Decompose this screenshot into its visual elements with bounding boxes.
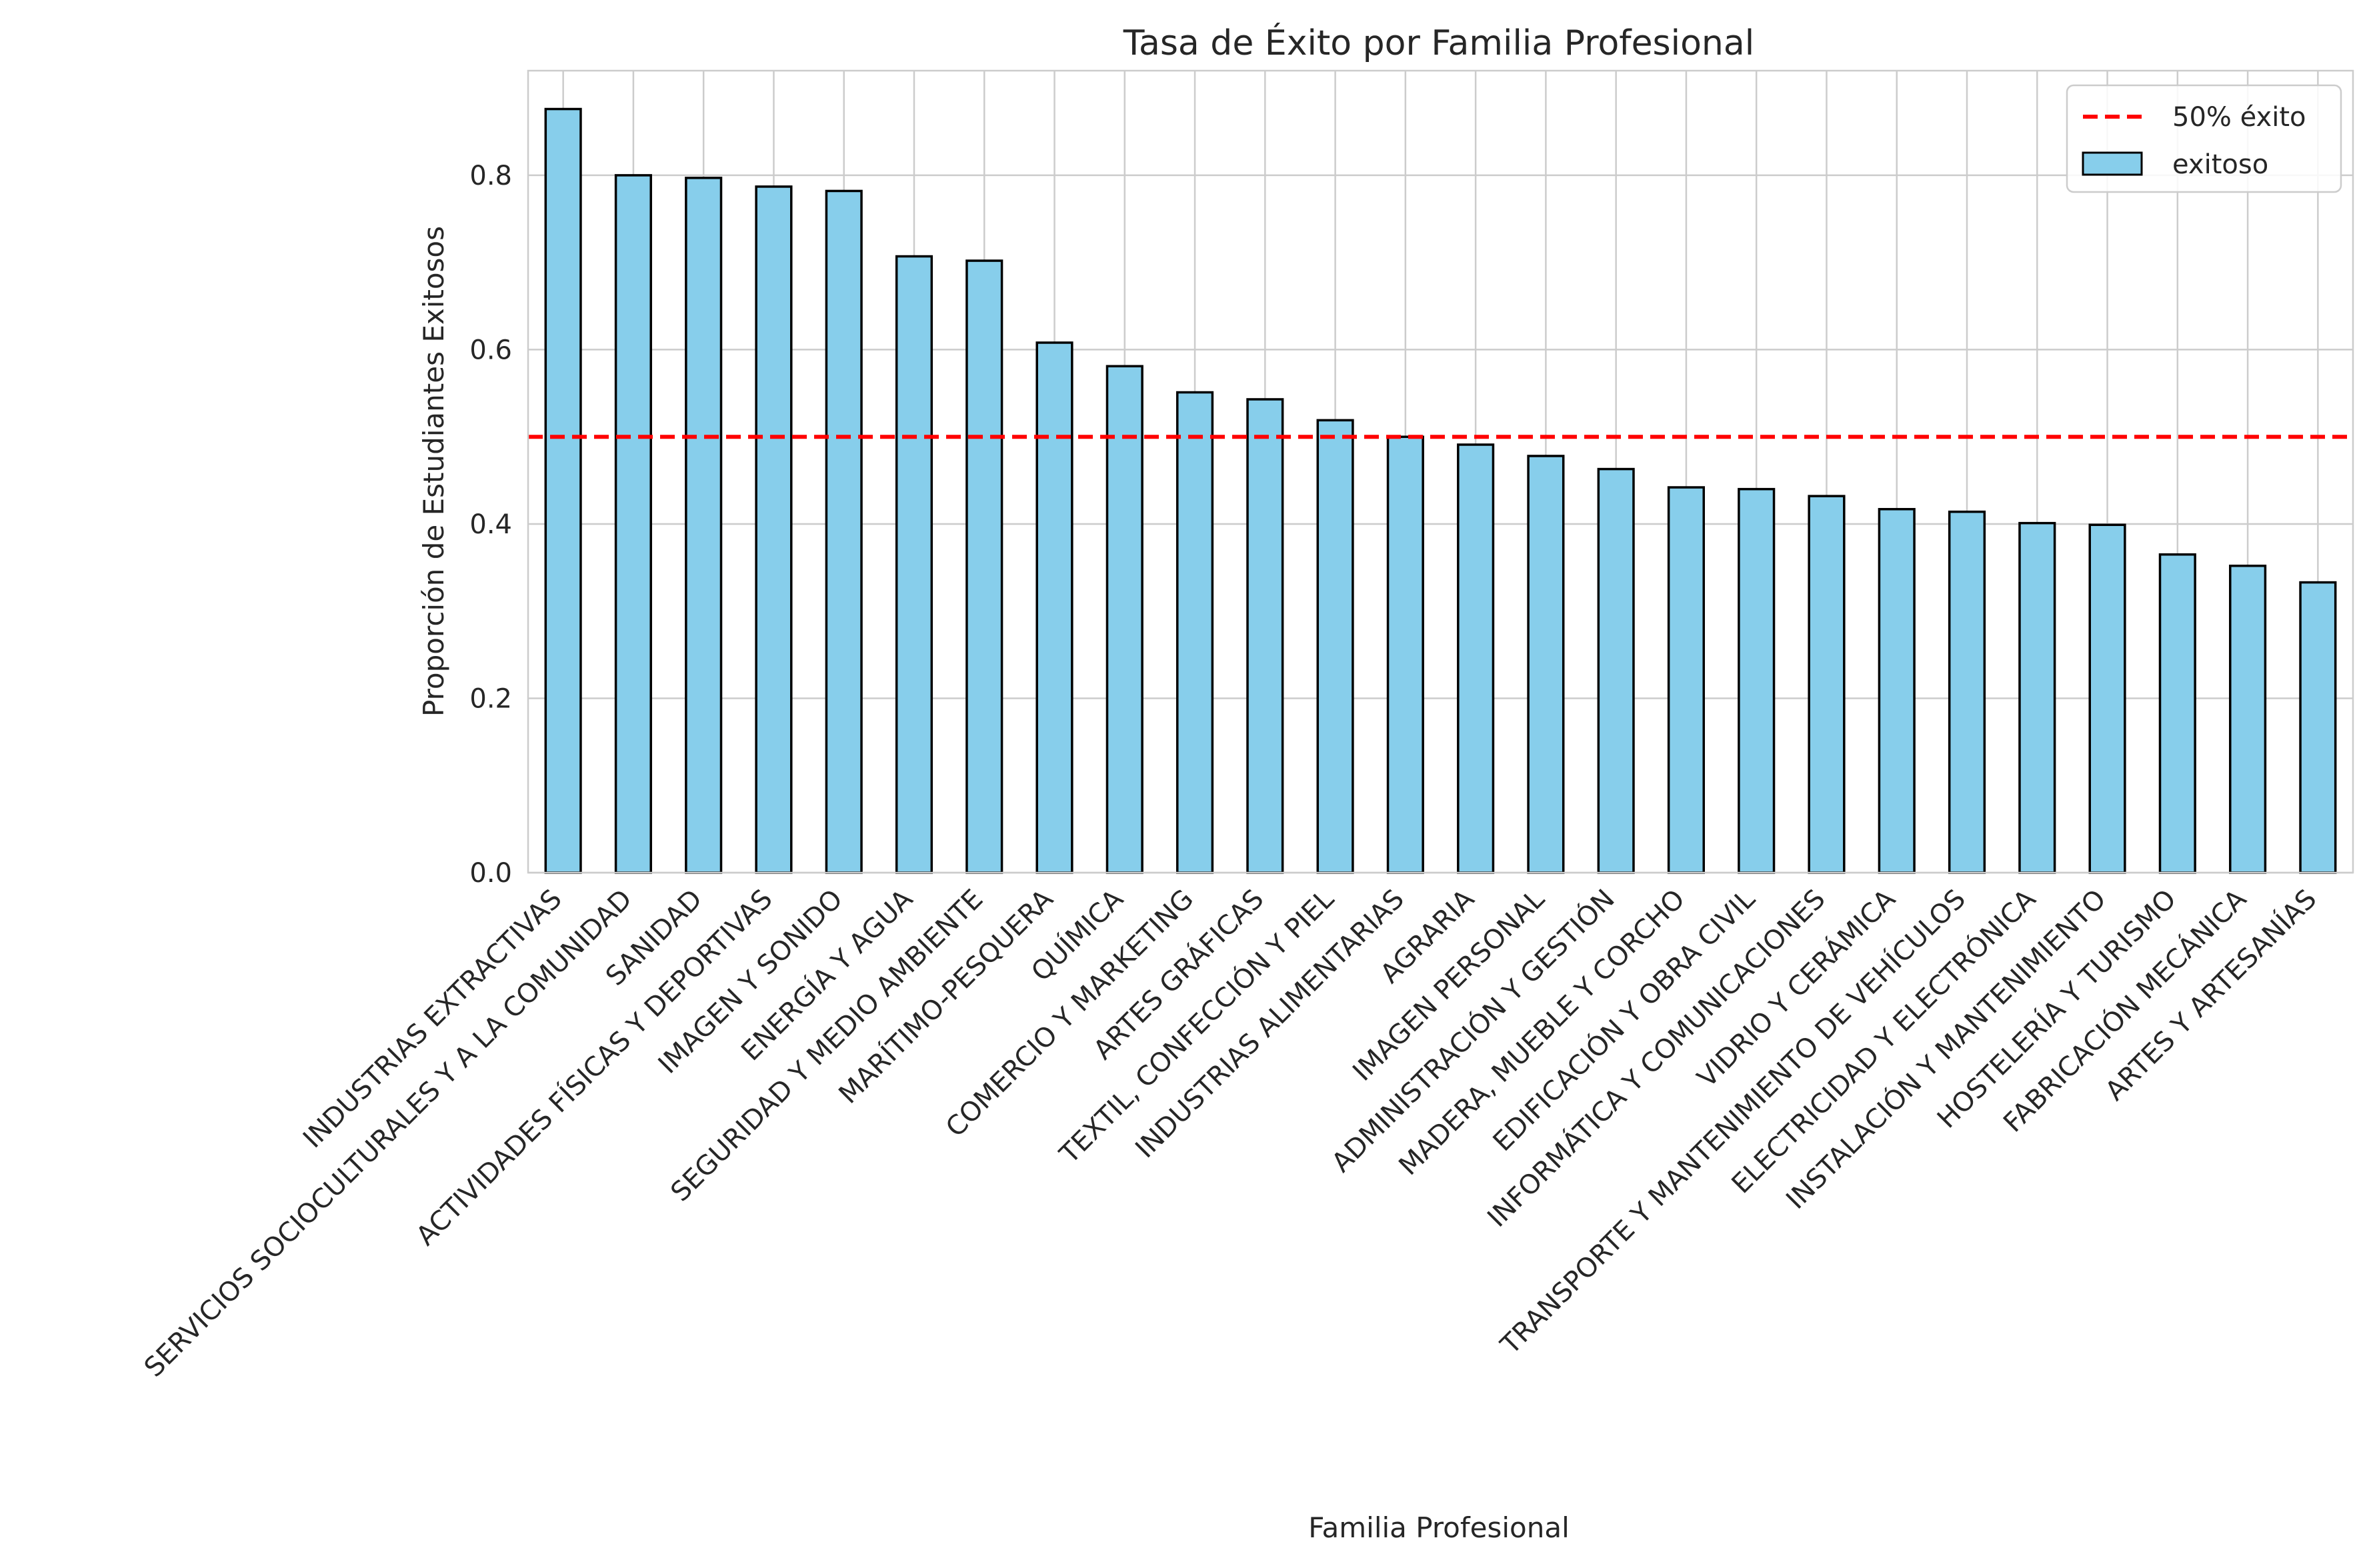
bar [1175, 391, 1214, 874]
legend-label-reference: 50% éxito [2172, 102, 2306, 133]
y-tick-label: 0.2 [469, 683, 512, 714]
legend-bar-swatch [2082, 151, 2143, 176]
legend: 50% éxito exitoso [2066, 84, 2342, 193]
bar [755, 185, 793, 874]
x-axis-label: Familia Profesional [1308, 1511, 1570, 1544]
y-tick-label: 0.6 [469, 335, 512, 365]
bar [1246, 398, 1284, 874]
bar [825, 189, 863, 874]
bar [1316, 419, 1354, 874]
bar [2229, 564, 2267, 874]
bar [1878, 507, 1916, 874]
bar [544, 107, 582, 874]
bar [1808, 495, 1846, 874]
bar [1105, 365, 1143, 874]
bar [1738, 487, 1776, 874]
y-tick-label: 0.0 [469, 858, 512, 889]
plot-frame [527, 69, 2354, 874]
bar [2158, 553, 2196, 874]
bar [1457, 443, 1495, 874]
bar [965, 259, 1003, 874]
bar [2088, 523, 2126, 874]
bar [1667, 486, 1706, 874]
bar [685, 177, 723, 874]
y-tick-labels: 0.0 0.2 0.4 0.6 0.8 [469, 161, 512, 889]
bar [2018, 521, 2056, 874]
chart-title: Tasa de Éxito por Familia Profesional [1123, 23, 1754, 63]
legend-label-series: exitoso [2172, 149, 2268, 180]
bar [1527, 455, 1565, 874]
bar [2299, 581, 2337, 874]
bar [1597, 467, 1635, 874]
bar [1948, 510, 1986, 874]
y-tick-label: 0.4 [469, 509, 512, 540]
bar [614, 174, 652, 874]
bar [895, 255, 933, 874]
y-tick-label: 0.8 [469, 161, 512, 191]
y-axis-label: Proporción de Estudiantes Exitosos [417, 226, 450, 717]
bar [1035, 341, 1073, 874]
bar [1386, 435, 1424, 874]
